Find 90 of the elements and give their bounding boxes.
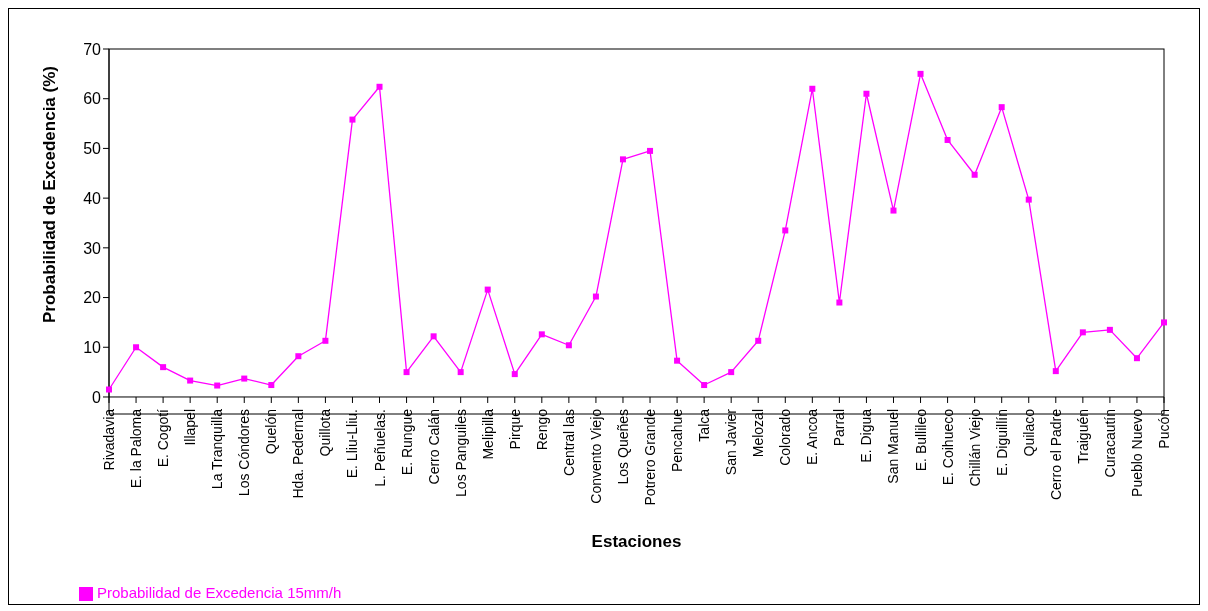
point <box>619 156 626 163</box>
x-tick-label: Los Panguiles <box>452 408 469 497</box>
point <box>241 375 248 382</box>
x-tick-label: E. Ancoa <box>804 408 821 466</box>
x-tick-label: Melipilla <box>479 408 496 460</box>
point <box>295 353 302 360</box>
point <box>755 337 762 344</box>
y-axis-title: Probabilidad de Excedencia (%) <box>40 66 60 323</box>
point <box>809 85 816 92</box>
x-tick-label: Traiguén <box>1074 408 1091 464</box>
point <box>592 293 599 300</box>
x-tick-label: Cerro el Padre <box>1047 408 1064 501</box>
x-tick-label: Pencahue <box>669 408 686 473</box>
point <box>728 369 735 376</box>
x-tick-label: E. Coihueco <box>939 408 956 486</box>
x-tick-label: L. Peñuelas. <box>371 408 388 487</box>
y-tick-label: 40 <box>83 189 102 207</box>
x-tick-label: Rengo <box>533 408 550 451</box>
point <box>944 136 951 143</box>
y-tick-label: 30 <box>83 239 102 257</box>
x-tick-label: Pueblo Nuevo <box>1128 408 1145 497</box>
point <box>268 382 275 389</box>
x-tick-label: Cerro Calán <box>425 408 442 485</box>
point <box>1161 319 1167 326</box>
x-tick-label: Hda. Pedernal <box>290 408 307 499</box>
x-tick-label: E. Lliu-Lliu. <box>344 408 361 479</box>
x-tick-label: Rivadavia <box>101 408 117 471</box>
point <box>133 344 140 351</box>
point <box>674 357 681 364</box>
y-tick-label: 60 <box>83 90 102 108</box>
x-tick-label: Talca <box>696 408 713 442</box>
point <box>863 90 870 97</box>
point <box>1052 368 1059 375</box>
point <box>538 331 545 338</box>
x-tick-label: La Tranquilla <box>209 408 226 490</box>
y-tick-label: 10 <box>83 338 102 356</box>
x-tick-label: Melozal <box>750 408 767 458</box>
point <box>917 70 924 77</box>
y-tick-label: 0 <box>92 388 102 406</box>
point <box>1025 196 1032 203</box>
x-tick-label: E. Diguillín <box>993 408 1010 476</box>
x-tick-label: San Javier <box>723 408 740 476</box>
point <box>349 116 356 123</box>
x-tick-label: E. Rungue <box>398 408 415 476</box>
x-tick-label: Quilaco <box>1020 408 1037 457</box>
x-tick-label: Colorado <box>777 408 794 466</box>
point <box>322 337 329 344</box>
point <box>782 227 789 234</box>
x-tick-label: Curacautín <box>1101 408 1118 478</box>
x-tick-label: E. Digua <box>858 408 875 463</box>
point <box>1106 326 1113 333</box>
x-tick-label: Quelón <box>263 408 280 455</box>
point <box>511 371 518 378</box>
x-tick-label: Quillota <box>317 408 334 457</box>
point <box>376 83 383 90</box>
x-tick-label: Los Queñes <box>614 408 631 485</box>
legend-label: Probabilidad de Excedencia 15mm/h <box>97 583 342 601</box>
point <box>106 386 112 393</box>
point <box>403 369 410 376</box>
x-tick-label: Chillán Viejo <box>966 408 983 487</box>
point <box>187 377 194 384</box>
x-tick-label: E. Bullileo <box>912 408 929 472</box>
x-tick-label: Illapel <box>182 408 199 446</box>
x-tick-label: E. la Paloma <box>128 408 145 489</box>
x-tick-label: San Manuel <box>885 408 902 484</box>
x-tick-label: Pucón <box>1156 408 1172 449</box>
y-tick-label: 20 <box>83 289 102 307</box>
point <box>701 382 708 389</box>
x-tick-label: Central las <box>560 408 577 476</box>
point <box>971 171 978 178</box>
x-tick-label: E. Cogotí <box>155 408 172 468</box>
point <box>1133 355 1140 362</box>
x-tick-label: Pirque <box>506 408 523 450</box>
point <box>457 369 464 376</box>
x-tick-label: Los Cóndores <box>236 408 253 497</box>
point <box>430 333 437 340</box>
y-tick-label: 70 <box>83 40 102 58</box>
point <box>836 299 843 306</box>
x-tick-label: Potrero Grande <box>642 408 659 506</box>
x-tick-label: Parral <box>831 408 848 447</box>
x-tick-label: Convento Viejo <box>587 408 604 504</box>
point <box>890 207 897 214</box>
point <box>998 104 1005 111</box>
x-axis-title: Estaciones <box>591 531 682 551</box>
point <box>160 364 167 371</box>
point <box>484 286 491 293</box>
point <box>1079 329 1086 336</box>
point <box>565 342 572 349</box>
y-tick-label: 50 <box>83 140 102 158</box>
point <box>214 382 221 389</box>
